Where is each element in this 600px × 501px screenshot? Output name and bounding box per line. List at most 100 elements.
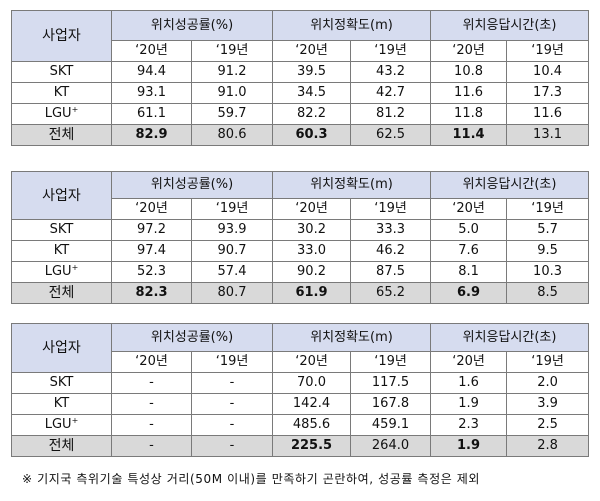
- table-cell: -: [190, 372, 274, 394]
- subheader-year-20: ‘20년: [111, 40, 192, 62]
- subheader-year-19: ‘19년: [190, 198, 274, 220]
- total-cell: 1.9: [430, 435, 508, 457]
- total-cell: 80.6: [190, 124, 274, 146]
- table-cell: 1.9: [430, 393, 508, 415]
- total-row: 전체 82.3 80.7 61.9 65.2 6.9 8.5: [11, 282, 590, 304]
- table-cell: 97.4: [111, 240, 192, 262]
- total-cell: 82.3: [111, 282, 192, 304]
- table-row: LGU+ 61.1 59.7 82.2 81.2 11.8 11.6: [11, 103, 590, 125]
- company-name: SKT: [11, 219, 112, 241]
- subheader-year-20: ‘20년: [272, 351, 352, 373]
- subheader-year-19: ‘19년: [350, 351, 432, 373]
- table-cell: 59.7: [190, 103, 274, 125]
- total-cell: 11.4: [430, 124, 508, 146]
- total-row: 전체 - - 225.5 264.0 1.9 2.8: [11, 435, 590, 457]
- company-name: SKT: [11, 372, 112, 394]
- header-success-rate: 위치성공률(%): [110, 10, 274, 41]
- total-cell: 60.3: [272, 124, 352, 146]
- table-cell: 33.0: [272, 240, 352, 262]
- header-accuracy: 위치정확도(m): [272, 171, 432, 199]
- table-cell: 117.5: [350, 372, 432, 394]
- table-cell: 459.1: [350, 414, 432, 436]
- table-row: LGU+ - - 485.6 459.1 2.3 2.5: [11, 414, 590, 436]
- table-cell: 93.1: [111, 82, 192, 104]
- company-name: LGU+: [11, 103, 112, 125]
- header-accuracy: 위치정확도(m): [272, 10, 432, 41]
- table-cell: 81.2: [350, 103, 432, 125]
- table-cell: 70.0: [272, 372, 352, 394]
- subheader-year-20: ‘20년: [111, 198, 192, 220]
- table-cell: 34.5: [272, 82, 352, 104]
- total-cell: 8.5: [506, 282, 590, 304]
- subheader-year-19: ‘19년: [190, 351, 274, 373]
- header-success-rate: 위치성공률(%): [110, 171, 274, 199]
- table-cell: -: [111, 414, 192, 436]
- table-cell: -: [190, 393, 274, 415]
- table-cell: 42.7: [350, 82, 432, 104]
- table-cell: 93.9: [190, 219, 274, 241]
- table-row: KT 93.1 91.0 34.5 42.7 11.6 17.3: [11, 82, 590, 104]
- table-cell: 7.6: [430, 240, 508, 262]
- total-cell: 13.1: [506, 124, 590, 146]
- total-cell: 62.5: [350, 124, 432, 146]
- footnote: ※ 기지국 측위기술 특성상 거리(50M 이내)를 만족하기 곤란하여, 성공…: [22, 472, 481, 486]
- total-cell: 61.9: [272, 282, 352, 304]
- subheader-year-19: ‘19년: [350, 198, 432, 220]
- table-cell: 10.8: [430, 61, 508, 83]
- table-cell: 30.2: [272, 219, 352, 241]
- table-cell: 11.6: [506, 103, 590, 125]
- subheader-year-19: ‘19년: [350, 40, 432, 62]
- table-cell: 46.2: [350, 240, 432, 262]
- total-label: 전체: [11, 124, 112, 146]
- table-cell: 90.7: [190, 240, 274, 262]
- table-cell: 90.2: [272, 261, 352, 283]
- company-name: LGU+: [11, 414, 112, 436]
- total-label: 전체: [11, 282, 112, 304]
- table-cell: 97.2: [111, 219, 192, 241]
- total-cell: -: [190, 435, 274, 457]
- subheader-year-20: ‘20년: [111, 351, 192, 373]
- total-label: 전체: [11, 435, 112, 457]
- total-cell: 264.0: [350, 435, 432, 457]
- table-row: SKT 94.4 91.2 39.5 43.2 10.8 10.4: [11, 61, 590, 83]
- total-cell: 6.9: [430, 282, 508, 304]
- subheader-year-19: ‘19년: [506, 351, 590, 373]
- table-cell: 8.1: [430, 261, 508, 283]
- total-row: 전체 82.9 80.6 60.3 62.5 11.4 13.1: [11, 124, 590, 146]
- subheader-year-19: ‘19년: [506, 40, 590, 62]
- table-cell: 17.3: [506, 82, 590, 104]
- stats-table-3: 사업자 위치성공률(%) 위치정확도(m) 위치응답시간(초) ‘20년 ‘19…: [11, 323, 590, 457]
- table-cell: 9.5: [506, 240, 590, 262]
- subheader-year-20: ‘20년: [430, 351, 508, 373]
- table-row: LGU+ 52.3 57.4 90.2 87.5 8.1 10.3: [11, 261, 590, 283]
- table-row: KT - - 142.4 167.8 1.9 3.9: [11, 393, 590, 415]
- subheader-year-19: ‘19년: [506, 198, 590, 220]
- table-cell: 11.6: [430, 82, 508, 104]
- header-response-time: 위치응답시간(초): [430, 171, 590, 199]
- subheader-year-20: ‘20년: [272, 198, 352, 220]
- table-cell: 5.0: [430, 219, 508, 241]
- table-cell: 10.4: [506, 61, 590, 83]
- table-cell: 2.0: [506, 372, 590, 394]
- subheader-year-19: ‘19년: [190, 40, 274, 62]
- stats-table-1: 사업자 위치성공률(%) 위치정확도(m) 위치응답시간(초) ‘20년 ‘19…: [11, 10, 590, 146]
- table-cell: -: [190, 414, 274, 436]
- table-row: KT 97.4 90.7 33.0 46.2 7.6 9.5: [11, 240, 590, 262]
- total-cell: 65.2: [350, 282, 432, 304]
- table-cell: 91.2: [190, 61, 274, 83]
- subheader-year-20: ‘20년: [430, 40, 508, 62]
- table-cell: 11.8: [430, 103, 508, 125]
- header-response-time: 위치응답시간(초): [430, 10, 590, 41]
- table-cell: -: [111, 393, 192, 415]
- table-row: SKT 97.2 93.9 30.2 33.3 5.0 5.7: [11, 219, 590, 241]
- table-cell: 87.5: [350, 261, 432, 283]
- table-cell: 1.6: [430, 372, 508, 394]
- company-name: KT: [11, 240, 112, 262]
- subheader-year-20: ‘20년: [430, 198, 508, 220]
- table-cell: 3.9: [506, 393, 590, 415]
- header-company: 사업자: [11, 171, 112, 220]
- table-cell: 91.0: [190, 82, 274, 104]
- table-cell: 10.3: [506, 261, 590, 283]
- header-accuracy: 위치정확도(m): [272, 323, 432, 352]
- table-cell: 43.2: [350, 61, 432, 83]
